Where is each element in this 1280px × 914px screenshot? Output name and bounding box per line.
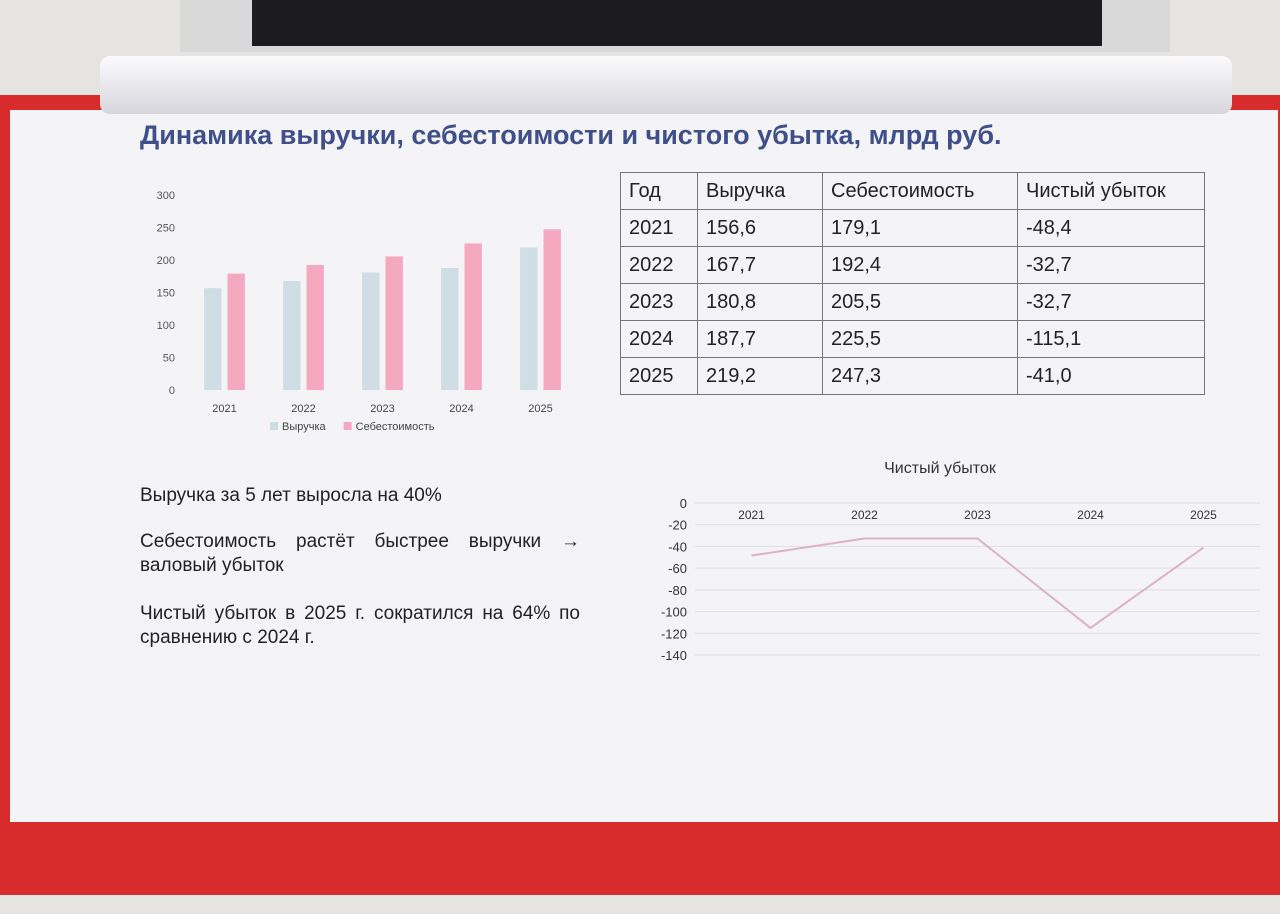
- table-cell: 192,4: [822, 246, 1018, 284]
- y-tick-label: 0: [680, 496, 687, 511]
- table-cell: Год: [620, 172, 698, 210]
- note: Себестоимость растёт быстрее выручки → в…: [140, 531, 580, 576]
- x-tick-label: 2024: [449, 403, 473, 415]
- table-cell: Выручка: [697, 172, 823, 210]
- y-tick-label: -20: [668, 518, 687, 533]
- y-tick-label: 50: [163, 353, 175, 365]
- bar: [520, 247, 538, 390]
- y-tick-label: 150: [157, 288, 175, 300]
- x-tick-label: 2021: [738, 508, 765, 522]
- table-cell: 225,5: [822, 320, 1018, 358]
- line: [751, 537, 1205, 630]
- table-cell: 179,1: [822, 209, 1018, 247]
- table-cell: 2025: [620, 357, 698, 395]
- bar: [204, 288, 222, 390]
- x-tick-label: 2023: [370, 403, 394, 415]
- table-cell: 205,5: [822, 283, 1018, 321]
- x-tick-label: 2024: [1077, 508, 1104, 522]
- y-tick-label: -80: [668, 583, 687, 598]
- chart-title: Чистый убыток: [884, 460, 997, 477]
- x-tick-label: 2025: [1190, 508, 1217, 522]
- y-tick-label: 0: [169, 385, 175, 397]
- table-cell: 219,2: [697, 357, 823, 395]
- data-table: Год Выручка Себестоимость Чистый убыток 2021…: [620, 172, 1205, 395]
- table-cell: -41,0: [1017, 357, 1205, 395]
- y-tick-label: -120: [661, 626, 687, 641]
- table-cell: 156,6: [697, 209, 823, 247]
- table-row: 2022 167,7 192,4 -32,7: [620, 246, 1205, 284]
- y-tick-label: 200: [157, 255, 175, 267]
- table-cell: -32,7: [1017, 283, 1205, 321]
- table-cell: 247,3: [822, 357, 1018, 395]
- legend-label: Выручка: [282, 421, 327, 433]
- laptop: [180, 0, 1170, 52]
- table-row: 2021 156,6 179,1 -48,4: [620, 209, 1205, 247]
- x-tick-label: 2022: [291, 403, 315, 415]
- x-tick-label: 2023: [964, 508, 991, 522]
- bar: [385, 256, 403, 390]
- note: Чистый убыток в 2025 г. сократился на 64…: [140, 603, 580, 648]
- table-cell: -115,1: [1017, 320, 1205, 358]
- bar: [306, 264, 324, 390]
- laptop-screen: [252, 0, 1102, 46]
- table-cell: 2024: [620, 320, 698, 358]
- line-chart: Чистый убыток -140 -120 -100 -80 -60 -40 -20 0 20…: [661, 460, 1260, 663]
- table-cell: 187,7: [697, 320, 823, 358]
- bar: [464, 243, 482, 390]
- binder-clip: [100, 56, 1232, 114]
- bar: [441, 267, 459, 390]
- table-cell: 2022: [620, 246, 698, 284]
- table-row: 2025 219,2 247,3 -41,0: [620, 357, 1205, 395]
- x-tick-label: 2021: [212, 403, 236, 415]
- x-tick-label: 2025: [528, 403, 552, 415]
- y-tick-label: 250: [157, 223, 175, 235]
- table-cell: 2023: [620, 283, 698, 321]
- legend-label: Себестоимость: [356, 421, 435, 433]
- table-header: Год Выручка Себестоимость Чистый убыток: [620, 172, 1205, 210]
- table-cell: Чистый убыток: [1017, 172, 1205, 210]
- table-cell: 2021: [620, 209, 698, 247]
- x-tick-label: 2022: [851, 508, 878, 522]
- page-title: Динамика выручки, себестоимости и чистог…: [140, 120, 1002, 150]
- bar: [362, 272, 380, 390]
- bar: [543, 229, 561, 390]
- bar: [283, 280, 301, 390]
- table-row: 2023 180,8 205,5 -32,7: [620, 283, 1205, 321]
- y-tick-label: -100: [661, 605, 687, 620]
- y-tick-label: -140: [661, 648, 687, 663]
- legend-swatch: [343, 422, 352, 430]
- y-tick-label: -40: [668, 539, 687, 554]
- table-row: 2024 187,7 225,5 -115,1: [620, 320, 1205, 358]
- note: Выручка за 5 лет выросла на 40%: [140, 485, 442, 506]
- bar: [227, 273, 245, 390]
- bar-chart: 0 50 100 150 200 250 300 2021 2022 2023 2024 2025 Вы…: [157, 190, 561, 433]
- table-cell: Себестоимость: [822, 172, 1018, 210]
- y-tick-label: -60: [668, 561, 687, 576]
- table-cell: -32,7: [1017, 246, 1205, 284]
- table-cell: -48,4: [1017, 209, 1205, 247]
- y-tick-label: 100: [157, 320, 175, 332]
- legend-swatch: [270, 422, 278, 430]
- table-cell: 167,7: [697, 246, 823, 284]
- table-cell: 180,8: [697, 283, 823, 321]
- y-tick-label: 300: [157, 190, 175, 202]
